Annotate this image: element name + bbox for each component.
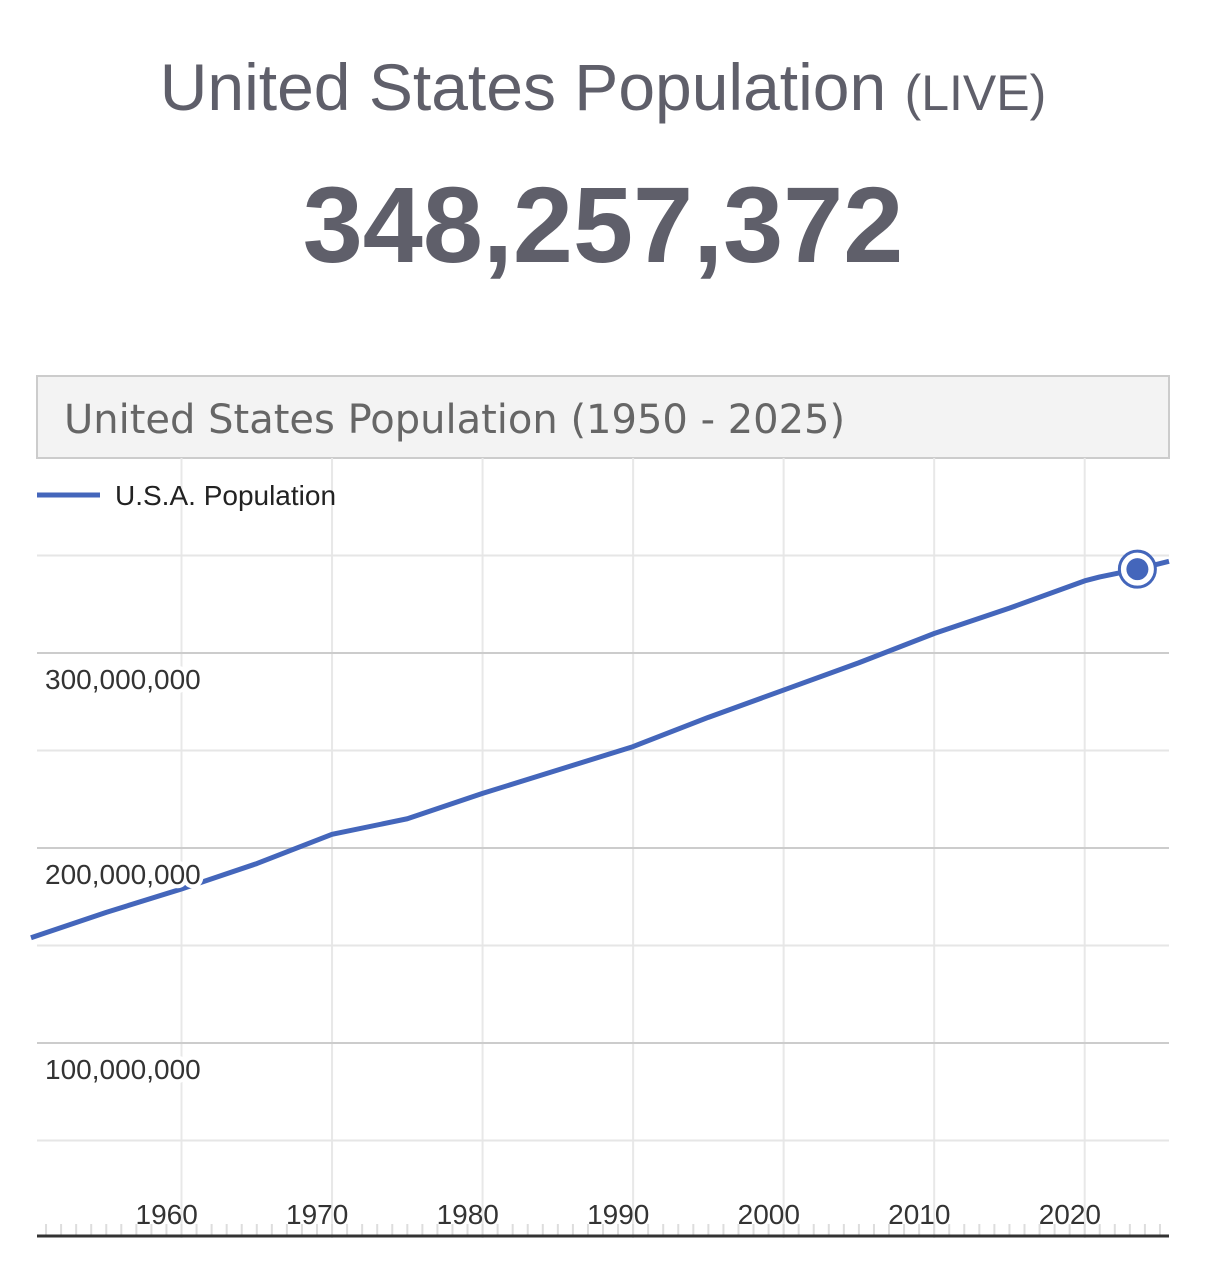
title-text: United States Population	[160, 50, 886, 124]
x-tick-label: 1990	[587, 1199, 649, 1230]
highlight-point	[1126, 558, 1149, 581]
y-tick-label: 300,000,000	[45, 664, 201, 695]
x-tick-label: 2020	[1039, 1199, 1101, 1230]
page-title: United States Population (LIVE)	[160, 50, 1047, 124]
x-tick-label: 1980	[437, 1199, 499, 1230]
chart-title-box	[36, 375, 1170, 459]
y-tick-label: 100,000,000	[45, 1054, 201, 1085]
legend-label: U.S.A. Population	[115, 480, 336, 511]
x-tick-label: 2000	[738, 1199, 800, 1230]
y-tick-label: 200,000,000	[45, 859, 201, 890]
line-series	[30, 558, 1170, 941]
x-tick-label: 2010	[888, 1199, 950, 1230]
live-counter: 348,257,372	[303, 164, 904, 285]
x-tick-label: 1960	[136, 1199, 198, 1230]
x-tick-label: 1970	[286, 1199, 348, 1230]
chart-title: United States Population (1950 - 2025)	[64, 397, 845, 443]
live-badge: (LIVE)	[905, 65, 1047, 121]
